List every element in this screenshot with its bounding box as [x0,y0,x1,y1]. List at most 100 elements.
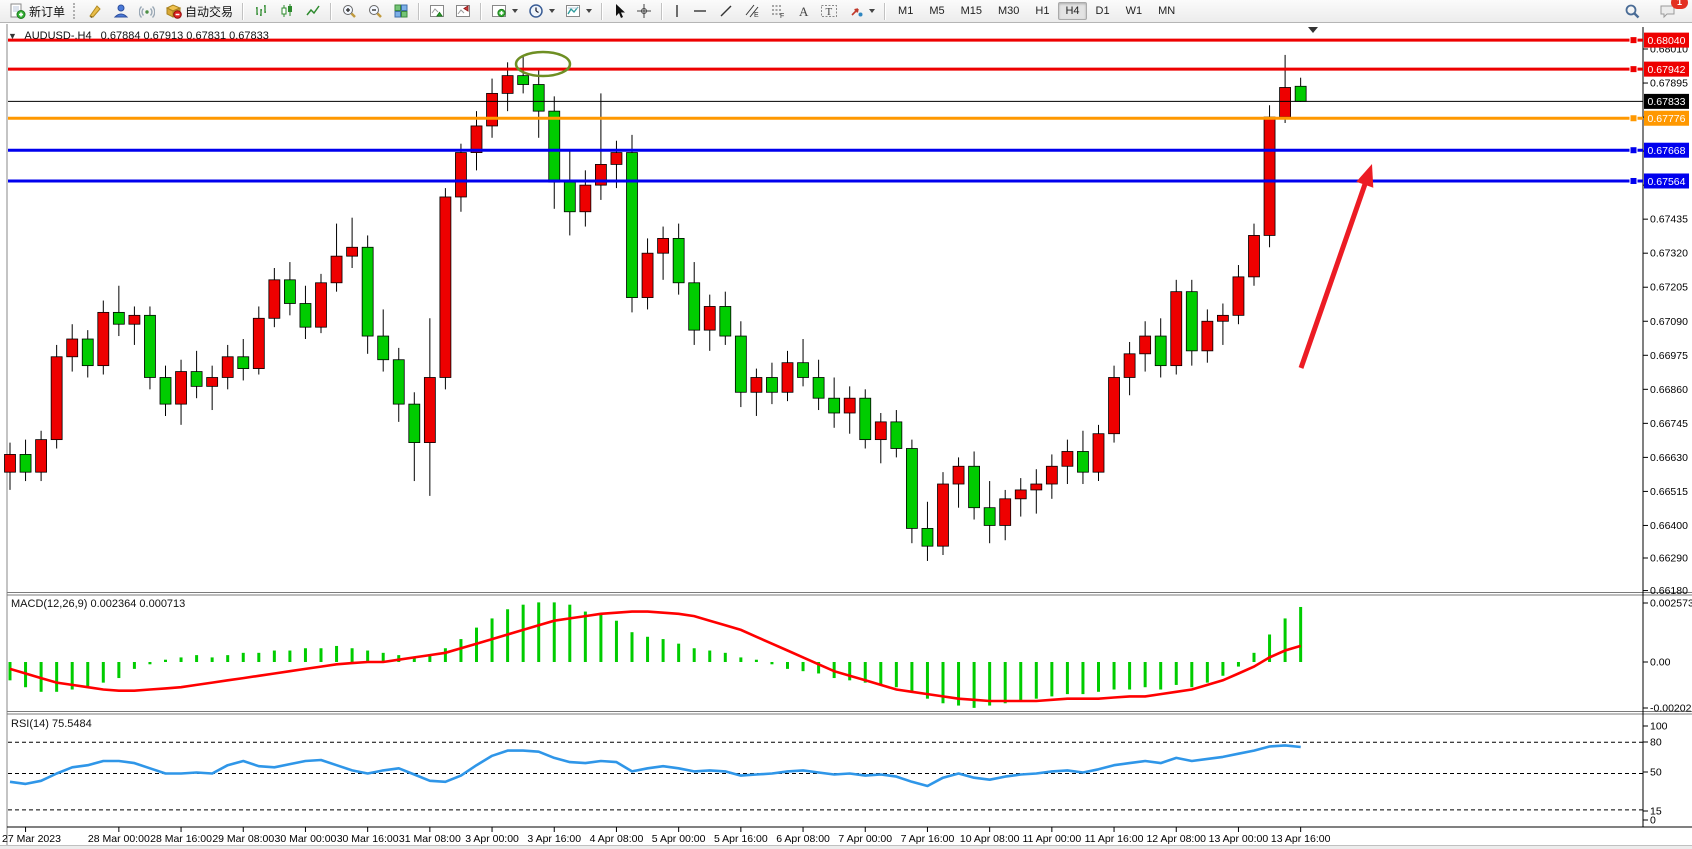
notification-badge: 1 [1671,0,1688,9]
timeframe-D1[interactable]: D1 [1095,5,1110,17]
timeframe-H1[interactable]: H1 [1035,5,1050,17]
svg-text:28 Mar 16:00: 28 Mar 16:00 [150,833,212,845]
tile-windows-button[interactable] [388,0,414,22]
ellipse-annotation[interactable] [514,50,572,78]
svg-text:80: 80 [1650,737,1662,749]
svg-text:0.67205: 0.67205 [1650,282,1688,294]
svg-text:T: T [826,6,833,18]
timeframe-M15[interactable]: M15 [960,5,982,17]
candlestick-icon [279,3,295,19]
pencil-icon [87,3,103,19]
zoom-in-button[interactable] [336,0,362,22]
svg-text:0.67895: 0.67895 [1650,78,1688,90]
bar-chart-button[interactable] [248,0,274,22]
svg-text:3 Apr 16:00: 3 Apr 16:00 [527,833,581,845]
signal-icon [139,3,156,19]
signals-button[interactable] [134,0,160,22]
chart-title: AUDUSD-.H4 [24,30,92,42]
timeframe-toolbar: M1 M5 M15 M30 H1 H4 D1 W1 MN [890,2,1183,20]
svg-text:0.67564: 0.67564 [1648,176,1686,188]
fibonacci-icon: F [770,3,786,19]
line-chart-button[interactable] [300,0,326,22]
timeframe-M30[interactable]: M30 [998,5,1020,17]
trend-arrow-annotation[interactable] [1298,164,1374,369]
indicators-icon [491,3,507,19]
text-icon: A [796,3,810,19]
text-button[interactable]: A [791,0,815,22]
timeframe-H4[interactable]: H4 [1058,2,1087,20]
svg-text:3 Apr 00:00: 3 Apr 00:00 [465,833,519,845]
periods-button[interactable] [523,0,560,22]
equidistant-channel-button[interactable]: E [739,0,765,22]
timeframe-W1[interactable]: W1 [1125,5,1143,17]
zoom-in-icon [341,3,357,19]
svg-text:29 Mar 08:00: 29 Mar 08:00 [212,833,274,845]
current-price-badge: 0.67833 [1644,93,1689,109]
zoom-out-button[interactable] [362,0,388,22]
timeframe-M5[interactable]: M5 [929,5,945,17]
timeframe-MN[interactable]: MN [1158,5,1176,17]
svg-text:0.66745: 0.66745 [1650,418,1688,430]
cursor-button[interactable] [607,0,631,22]
clock-icon [528,3,544,19]
indicators-button[interactable] [486,0,523,22]
trendline-button[interactable] [713,0,739,22]
svg-text:12 Apr 08:00: 12 Apr 08:00 [1146,833,1206,845]
styler-button[interactable] [82,0,108,22]
cursor-icon [612,3,626,19]
svg-text:27 Mar 2023: 27 Mar 2023 [2,833,61,845]
timeframe-M1[interactable]: M1 [898,5,914,17]
crosshair-button[interactable] [631,0,657,22]
macd-label: MACD(12,26,9) 0.002364 0.000713 [11,598,186,610]
dropdown-arrow-icon [549,9,556,13]
auto-scroll-icon [429,3,445,19]
price-badge-0.67776: 0.67776 [1644,110,1689,126]
svg-text:7 Apr 00:00: 7 Apr 00:00 [838,833,892,845]
tile-windows-icon [393,3,409,19]
svg-text:0.66180: 0.66180 [1650,585,1688,597]
svg-text:0.66630: 0.66630 [1650,452,1688,464]
search-button[interactable] [1619,0,1646,22]
chart-title-row: ▼ AUDUSD-.H4 0.67884 0.67913 0.67831 0.6… [8,30,269,42]
vertical-line-icon [672,3,682,19]
horizontal-line-0.67668[interactable] [8,146,1643,155]
autotrade-button[interactable]: 自动交易 [160,0,238,22]
horizontal-line-button[interactable] [687,0,713,22]
community-button[interactable] [108,0,134,22]
new-order-icon [9,3,26,19]
fibonacci-button[interactable]: F [765,0,791,22]
svg-text:E: E [754,12,759,19]
macd-panel [8,602,1303,708]
horizontal-line-0.67942[interactable] [8,65,1643,74]
text-label-button[interactable]: T [815,0,843,22]
toolbar: 新订单 自动交易 E F A T M1 M5 M15 M30 H1 H4 D1 W1 MN 1 [0,0,1692,23]
dropdown-arrow-icon [586,9,593,13]
chart-shift-button[interactable] [450,0,476,22]
svg-text:0.00: 0.00 [1650,657,1671,669]
svg-text:15: 15 [1650,806,1662,818]
toolbar-separator [418,2,421,20]
time-axis: 27 Mar 2023 28 Mar 00:00 28 Mar 16:00 29 Ma… [2,827,1331,845]
vertical-line-button[interactable] [667,0,687,22]
candlestick-button[interactable] [274,0,300,22]
templates-button[interactable] [560,0,597,22]
price-axis: 0.680100.678950.677800.676650.675500.674… [1643,44,1688,597]
horizontal-line-0.68040[interactable] [8,36,1643,45]
svg-text:13 Apr 00:00: 13 Apr 00:00 [1209,833,1269,845]
svg-text:31 Mar 08:00: 31 Mar 08:00 [399,833,461,845]
svg-text:5 Apr 16:00: 5 Apr 16:00 [714,833,768,845]
horizontal-line-0.67564[interactable] [8,176,1643,185]
svg-text:F: F [780,13,784,19]
svg-text:0.67320: 0.67320 [1650,248,1688,260]
auto-scroll-button[interactable] [424,0,450,22]
trendline-icon [718,3,734,19]
svg-text:0.66290: 0.66290 [1650,552,1688,564]
notifications-button[interactable]: 1 [1654,0,1688,22]
arrows-button[interactable] [843,0,880,22]
chart-shift-marker[interactable] [1308,27,1318,33]
horizontal-line-0.67776[interactable] [8,114,1643,123]
svg-text:4 Apr 08:00: 4 Apr 08:00 [590,833,644,845]
svg-text:0.67776: 0.67776 [1648,113,1686,125]
new-order-button[interactable]: 新订单 [4,0,70,22]
